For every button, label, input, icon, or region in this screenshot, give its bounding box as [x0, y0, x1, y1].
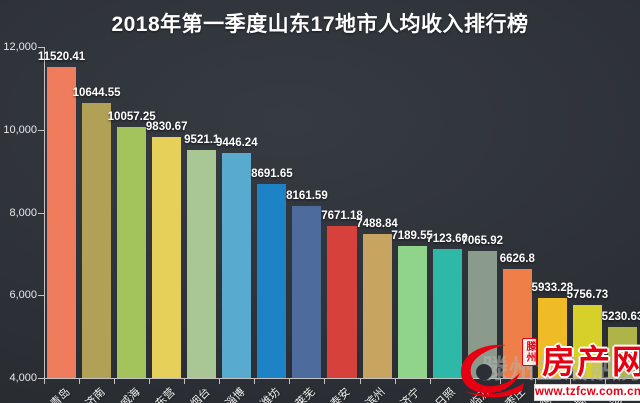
watermark-url: www.tzfcw.com.cn — [534, 384, 640, 401]
bar — [327, 226, 357, 378]
bar-value-label: 10057.25 — [107, 111, 156, 124]
bar — [607, 327, 637, 378]
bar — [362, 233, 392, 378]
bar-value-label: 7488.84 — [356, 217, 398, 230]
bar-value-label: 6626.8 — [499, 253, 535, 266]
x-tick — [429, 379, 431, 384]
y-axis-line — [44, 47, 45, 378]
y-tick — [38, 129, 44, 131]
x-tick — [149, 379, 151, 384]
chart-title: 2018年第一季度山东17地市人均收入排行榜 — [111, 13, 529, 36]
watermark-logo-icon — [460, 344, 524, 398]
x-tick — [79, 379, 81, 384]
y-axis-label: 12,000 — [3, 41, 37, 53]
bar — [432, 248, 462, 378]
bar — [257, 183, 287, 378]
y-axis-label: 8,000 — [9, 206, 37, 219]
x-tick — [114, 379, 116, 384]
x-axis-line — [44, 378, 640, 379]
x-tick — [499, 379, 501, 384]
x-tick — [534, 379, 536, 384]
bar-value-label: 5933.28 — [531, 282, 574, 294]
x-tick — [219, 379, 221, 384]
bar-value-label: 7671.18 — [321, 210, 363, 223]
watermark-brand: 房产网 — [542, 343, 640, 380]
x-tick — [359, 379, 361, 384]
watermark: 滕州生活融房网 滕州 房产网 www.tzfcw.com.cn — [448, 337, 640, 403]
x-tick — [324, 379, 326, 384]
x-tick — [569, 379, 571, 384]
bar — [537, 298, 567, 378]
bar-value-label: 8691.65 — [251, 167, 293, 180]
x-tick — [289, 379, 291, 384]
bar-value-label: 8161.59 — [286, 189, 328, 202]
x-tick — [604, 379, 606, 384]
bar — [152, 136, 182, 378]
y-tick — [38, 212, 44, 214]
watermark-url-text: www.tzfcw.com.cn — [535, 386, 640, 398]
y-axis-label: 6,000 — [9, 289, 37, 302]
bar-value-label: 7065.92 — [461, 235, 504, 248]
watermark-slogan: 滕州生活融房网 — [482, 354, 640, 384]
x-tick — [184, 379, 186, 384]
bar — [187, 149, 217, 378]
bar — [47, 66, 77, 378]
y-axis-label: 4,000 — [9, 372, 37, 384]
y-tick — [38, 295, 44, 297]
bar — [292, 205, 322, 378]
bar — [222, 152, 252, 378]
bar-value-label: 5756.73 — [566, 289, 609, 302]
x-tick — [254, 379, 256, 384]
bar — [572, 305, 602, 378]
bar-value-label: 7123.66 — [426, 232, 468, 245]
bar-value-label: 10644.55 — [72, 87, 121, 100]
bar-value-label: 9830.67 — [145, 120, 188, 133]
bar-value-label: 7189.55 — [391, 230, 433, 243]
bar-value-label: 11520.41 — [37, 50, 86, 63]
x-tick — [394, 379, 396, 384]
bar-value-label: 9446.24 — [216, 136, 258, 149]
x-tick — [44, 379, 45, 384]
bar-value-label: 5230.63 — [601, 311, 640, 324]
bar — [82, 103, 112, 378]
x-axis-label: 青岛 — [48, 386, 73, 403]
watermark-badge: 滕州 — [522, 338, 537, 366]
y-tick — [38, 378, 44, 379]
y-tick — [38, 47, 44, 48]
bar — [397, 246, 427, 378]
y-axis-label: 10,000 — [3, 123, 37, 136]
bar — [117, 127, 147, 378]
bar-value-label: 9521.1 — [184, 133, 220, 146]
